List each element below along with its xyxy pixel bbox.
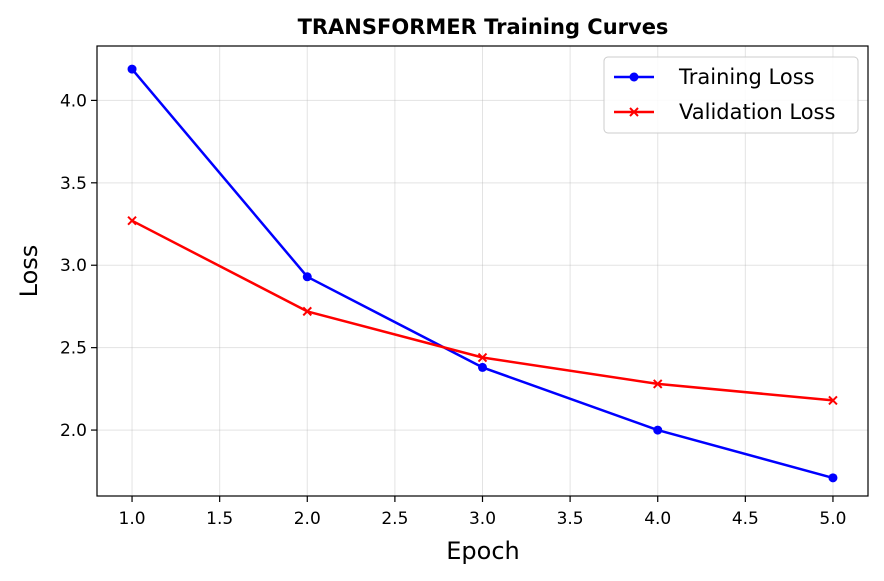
data-point-validation-loss — [127, 216, 137, 226]
y-tick-label: 2.5 — [60, 339, 87, 359]
data-point-validation-loss — [477, 352, 488, 363]
legend-label-training-loss: Training Loss — [678, 65, 815, 89]
data-point-validation-loss — [653, 379, 663, 389]
ticks: 1.0 1.5 2.0 2.5 3.0 3.5 4.0 4.5 5.0 2.0 2.5 3.0 3.5 4… — [60, 91, 847, 529]
y-tick-label: 4.0 — [60, 91, 87, 111]
legend-marker-training-loss — [629, 72, 639, 82]
x-tick-label: 2.5 — [381, 509, 408, 529]
x-tick-label: 2.0 — [294, 509, 321, 529]
x-tick-label: 3.0 — [469, 509, 496, 529]
legend-box — [603, 56, 859, 134]
x-tick-label: 1.0 — [119, 509, 146, 529]
chart-title: TRANSFORMER Training Curves — [298, 15, 669, 39]
x-tick-label: 4.0 — [644, 509, 671, 529]
data-point-validation-loss — [828, 395, 838, 406]
x-tick-label: 4.5 — [732, 509, 759, 529]
legend: Training Loss Validation Loss — [603, 56, 859, 134]
data-point-validation-loss — [302, 306, 312, 317]
x-tick-label: 5.0 — [819, 509, 846, 529]
data-point-training-loss — [302, 272, 312, 282]
data-point-training-loss — [127, 64, 137, 74]
y-tick-label: 2.0 — [60, 421, 87, 441]
y-tick-label: 3.0 — [60, 256, 87, 276]
x-tick-label: 3.5 — [557, 509, 584, 529]
data-point-training-loss — [478, 362, 487, 372]
x-axis-label: Epoch — [446, 537, 520, 565]
legend-marker-validation-loss — [629, 107, 639, 117]
data-point-training-loss — [828, 473, 838, 483]
y-tick-label: 3.5 — [60, 174, 87, 194]
x-tick-label: 1.5 — [206, 509, 233, 529]
y-axis-label: Loss — [15, 245, 43, 298]
series-layer — [127, 64, 838, 483]
data-point-training-loss — [653, 425, 663, 435]
legend-label-validation-loss: Validation Loss — [679, 100, 835, 124]
